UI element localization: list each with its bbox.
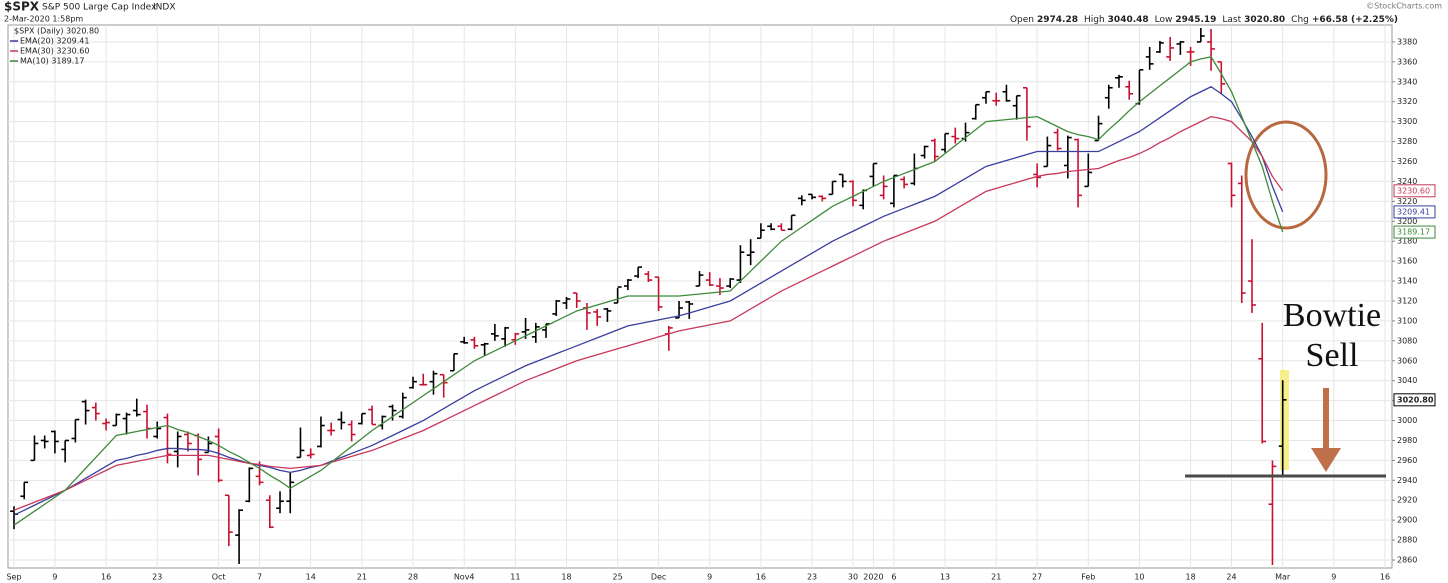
x-tick-label: 30 — [848, 573, 858, 582]
symbol: $SPX — [4, 0, 40, 14]
y-tick-label: 3260 — [1397, 157, 1417, 166]
y-tick-label: 2940 — [1397, 476, 1417, 485]
y-tick-label: 3380 — [1397, 37, 1417, 46]
y-tick-label: 2860 — [1397, 556, 1417, 565]
y-tick-label: 3040 — [1397, 376, 1417, 385]
last-value-box — [1393, 205, 1436, 219]
x-tick-label: 6 — [891, 573, 896, 582]
annotation: Bowtie — [1283, 297, 1381, 334]
bars — [10, 27, 1287, 566]
line — [13, 115, 1284, 511]
x-tick-label: 24 — [1226, 573, 1236, 582]
highlight — [1280, 370, 1289, 470]
x-tick-label: 16 — [756, 573, 766, 582]
legend-entry: MA(10) 3189.17 — [20, 57, 84, 66]
x-tick-label: 16 — [1380, 573, 1390, 582]
quote-label: High — [1084, 15, 1105, 25]
x-tick-label: 18 — [1186, 573, 1196, 582]
plot-frame — [7, 24, 1393, 569]
x-tick-label: 10 — [1134, 573, 1144, 582]
x-tick-label: Sep — [6, 573, 21, 582]
y-tick-label: 2880 — [1397, 536, 1417, 545]
x-tick-label: Dec — [651, 573, 666, 582]
y-tick-label: 2960 — [1397, 456, 1417, 465]
x-tick-label: 13 — [940, 573, 950, 582]
last-value-box — [1393, 393, 1436, 407]
last-value-label: 3230.60 — [1397, 186, 1430, 195]
source: ©StockCharts.com — [1366, 2, 1442, 11]
quote-label: Chg — [1291, 15, 1309, 25]
x-tick-label: 23 — [152, 573, 162, 582]
legend-entry: EMA(30) 3230.60 — [20, 47, 89, 56]
x-tick-label: 18 — [561, 573, 571, 582]
quote-value: 3040.48 — [1108, 15, 1149, 25]
annotation: Sell — [1306, 337, 1359, 374]
x-tick-label: 11 — [510, 573, 520, 582]
x-tick-label: 21 — [991, 573, 1001, 582]
x-tick-label: 23 — [807, 573, 817, 582]
x-tick-label: 25 — [613, 573, 623, 582]
x-tick-label: 27 — [1032, 573, 1042, 582]
y-tick-label: 3200 — [1397, 217, 1417, 226]
quote: Open 2974.28 High 3040.48 Low 2945.19 Last 3020… — [1010, 15, 1398, 25]
x-tick-label: 16 — [101, 573, 111, 582]
y-tick-label: 3140 — [1397, 277, 1417, 286]
chart-title: S&P 500 Large Cap Index — [42, 3, 157, 13]
x-tick-label: 7 — [257, 573, 262, 582]
x-tick-label: 28 — [408, 573, 418, 582]
circle-annotation — [1244, 120, 1328, 230]
y-tick-label: 3080 — [1397, 336, 1417, 345]
line — [13, 86, 1284, 516]
line — [13, 56, 1284, 526]
y-tick-label: 2980 — [1397, 436, 1417, 445]
x-tick-label: 14 — [306, 573, 316, 582]
quote-value: +66.58 (+2.25%) — [1312, 15, 1398, 25]
y-tick-label: 3360 — [1397, 57, 1417, 66]
x-tick-label: Oct — [212, 573, 226, 582]
timestamp: 2-Mar-2020 1:58pm — [4, 15, 83, 24]
exchange: INDX — [153, 3, 175, 13]
x-tick-label: 9 — [1331, 573, 1336, 582]
y-tick-label: 3340 — [1397, 77, 1417, 86]
y-tick-label: 3320 — [1397, 97, 1417, 106]
legend-entry: EMA(20) 3209.41 — [20, 37, 89, 46]
y-tick-label: 3240 — [1397, 177, 1417, 186]
quote-label: Low — [1155, 15, 1173, 25]
last-value-label: 3020.80 — [1397, 395, 1434, 404]
last-value-label: 3189.17 — [1397, 228, 1430, 237]
quote-value: 3020.80 — [1244, 15, 1285, 25]
y-tick-label: 3060 — [1397, 356, 1417, 365]
y-tick-label: 3120 — [1397, 296, 1417, 305]
x-tick-label: 2020 — [863, 573, 883, 582]
quote-value: 2974.28 — [1037, 15, 1078, 25]
x-tick-label: Nov4 — [454, 573, 475, 582]
y-tick-label: 3280 — [1397, 137, 1417, 146]
last-value-box — [1393, 225, 1436, 239]
quote-label: Open — [1010, 15, 1034, 25]
x-tick-label: 9 — [52, 573, 57, 582]
last-value-label: 3209.41 — [1397, 207, 1430, 216]
y-tick-label: 2900 — [1397, 516, 1417, 525]
y-tick-label: 3180 — [1397, 237, 1417, 246]
y-tick-label: 3220 — [1397, 197, 1417, 206]
last-value-box — [1393, 184, 1436, 198]
y-tick-label: 2920 — [1397, 496, 1417, 505]
x-tick-label: 9 — [707, 573, 712, 582]
y-tick-label: 3000 — [1397, 416, 1417, 425]
x-tick-label: Feb — [1081, 573, 1095, 582]
x-tick-label: 21 — [357, 573, 367, 582]
y-tick-label: 3160 — [1397, 257, 1417, 266]
x-tick-label: Mar — [1275, 573, 1291, 582]
arrow-head — [1311, 448, 1341, 472]
quote-label: Last — [1222, 15, 1241, 25]
legend-entry: $SPX (Daily) 3020.80 — [14, 27, 99, 36]
y-tick-label: 3100 — [1397, 316, 1417, 325]
y-tick-label: 3300 — [1397, 117, 1417, 126]
quote-value: 2945.19 — [1175, 15, 1216, 25]
